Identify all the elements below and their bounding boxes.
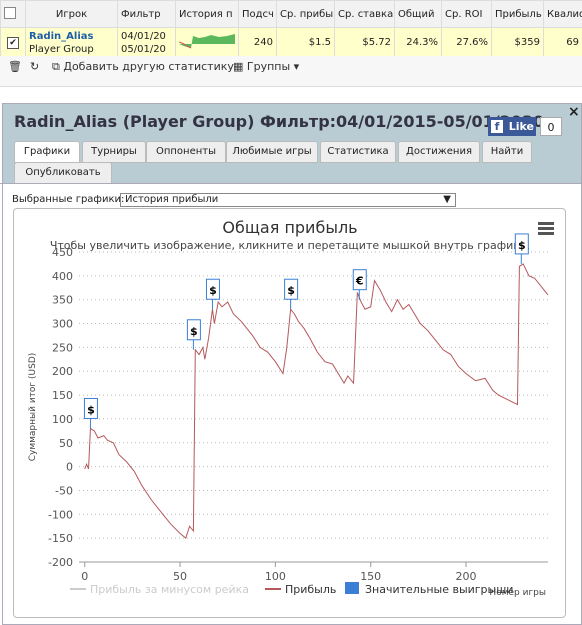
filter-to: 05/01/20	[121, 43, 172, 56]
tab[interactable]: Найти	[482, 141, 532, 163]
x-tick-label: 0	[81, 570, 88, 583]
legend-label: Значительные выигрыши	[365, 583, 513, 596]
flag-label: $	[190, 325, 198, 338]
col-header[interactable]: Ср. ROI	[442, 1, 492, 28]
filter-from: 04/01/20	[121, 30, 172, 43]
y-tick-label: 450	[52, 246, 73, 259]
y-tick-label: 0	[66, 461, 73, 474]
stat: 24.3%	[395, 28, 442, 58]
fb-count: 0	[540, 117, 562, 136]
y-tick-label: -100	[48, 508, 73, 521]
legend-label: Прибыль за минусом рейка	[90, 583, 249, 596]
chart-title: Общая прибыль	[222, 218, 357, 237]
col-header[interactable]: История п	[176, 1, 239, 28]
player-group: Player Group	[29, 43, 114, 56]
chart: Общая прибыль Чтобы увеличить изображение…	[13, 208, 566, 618]
panel-title: Radin_Alias (Player Group) Фильтр:04/01/…	[14, 112, 544, 131]
y-tick-label: 50	[59, 437, 73, 450]
y-tick-label: 100	[52, 413, 73, 426]
col-header[interactable]: Квалиф	[544, 1, 582, 28]
flag-label: $	[287, 284, 295, 297]
add-stat[interactable]: ⧉ Добавить другую статистику	[52, 60, 234, 74]
stat: $1.5	[277, 28, 335, 58]
col-header[interactable]: Ср. ставка	[335, 1, 395, 28]
tab[interactable]: Графики	[14, 141, 80, 163]
stat: 240	[239, 28, 277, 58]
fb-like-text: Like	[509, 120, 534, 133]
refresh-icon[interactable]: ↻	[30, 60, 39, 73]
tab[interactable]: Достижения	[398, 141, 480, 163]
stat: $359	[492, 28, 544, 58]
chart-select[interactable]: История прибыли▼	[120, 193, 456, 207]
chart-select-text: История прибыли	[125, 194, 218, 205]
legend-swatch	[345, 582, 359, 594]
header-row: Игрок Фильтр История п Подсч Ср. прибы С…	[1, 1, 582, 28]
y-tick-label: 300	[52, 318, 73, 331]
y-tick-label: 200	[52, 365, 73, 378]
y-tick-label: -50	[55, 484, 73, 497]
delete-icon[interactable]: 🗑	[8, 60, 22, 73]
legend-label: Прибыль	[285, 583, 336, 596]
add-stat-text: Добавить другую статистику	[63, 60, 234, 73]
tab-rule	[0, 183, 582, 184]
col-header[interactable]: Прибыль	[492, 1, 544, 28]
tab[interactable]: Опубликовать	[14, 162, 112, 184]
select-label: Выбранные графики:	[12, 194, 124, 205]
tab[interactable]: Любимые игры	[226, 141, 318, 163]
x-tick-label: 200	[456, 570, 477, 583]
flag-label: €	[355, 275, 364, 288]
tab[interactable]: Турниры	[82, 141, 146, 163]
y-tick-label: 400	[52, 270, 73, 283]
player-link[interactable]: Radin_Alias	[29, 30, 114, 43]
menu-icon	[538, 222, 554, 225]
flag-label: $	[518, 239, 526, 252]
profit-line	[85, 264, 548, 538]
y-axis-label: Суммарный итог (USD)	[28, 353, 38, 462]
y-tick-label: 350	[52, 294, 73, 307]
fb-icon: f	[491, 120, 503, 133]
menu-icon	[538, 227, 554, 230]
col-header[interactable]: Ср. прибы	[277, 1, 335, 28]
tab[interactable]: Оппоненты	[146, 141, 226, 163]
stat: $5.72	[335, 28, 395, 58]
y-tick-label: 250	[52, 341, 73, 354]
col-header[interactable]: Общий	[395, 1, 442, 28]
chart-subtitle: Чтобы увеличить изображение, кликните и …	[50, 239, 530, 252]
tab[interactable]: Статистика	[320, 141, 396, 163]
select-all[interactable]	[1, 1, 26, 28]
sparkline-cell	[176, 28, 239, 58]
groups-text: Группы	[247, 60, 290, 73]
menu-icon	[538, 232, 554, 235]
close-button[interactable]: ×	[568, 104, 580, 120]
groups[interactable]: ▦ Группы ▾	[233, 60, 299, 73]
stat: 69	[544, 28, 582, 58]
col-header[interactable]: Фильтр	[118, 1, 176, 28]
col-header[interactable]: Игрок	[26, 1, 118, 28]
y-tick-label: 150	[52, 389, 73, 402]
x-tick-label: 50	[173, 570, 187, 583]
sparkline	[179, 30, 235, 52]
y-tick-label: -150	[48, 532, 73, 545]
y-tick-label: -200	[48, 556, 73, 569]
x-tick-label: 100	[265, 570, 286, 583]
x-tick-label: 150	[360, 570, 381, 583]
col-header[interactable]: Подсч	[239, 1, 277, 28]
flag-label: $	[87, 403, 95, 416]
stats-table: Игрок Фильтр История п Подсч Ср. прибы С…	[0, 0, 582, 58]
stat: 27.6%	[442, 28, 492, 58]
row-check[interactable]: ✔	[1, 28, 26, 58]
flag-label: $	[209, 284, 217, 297]
